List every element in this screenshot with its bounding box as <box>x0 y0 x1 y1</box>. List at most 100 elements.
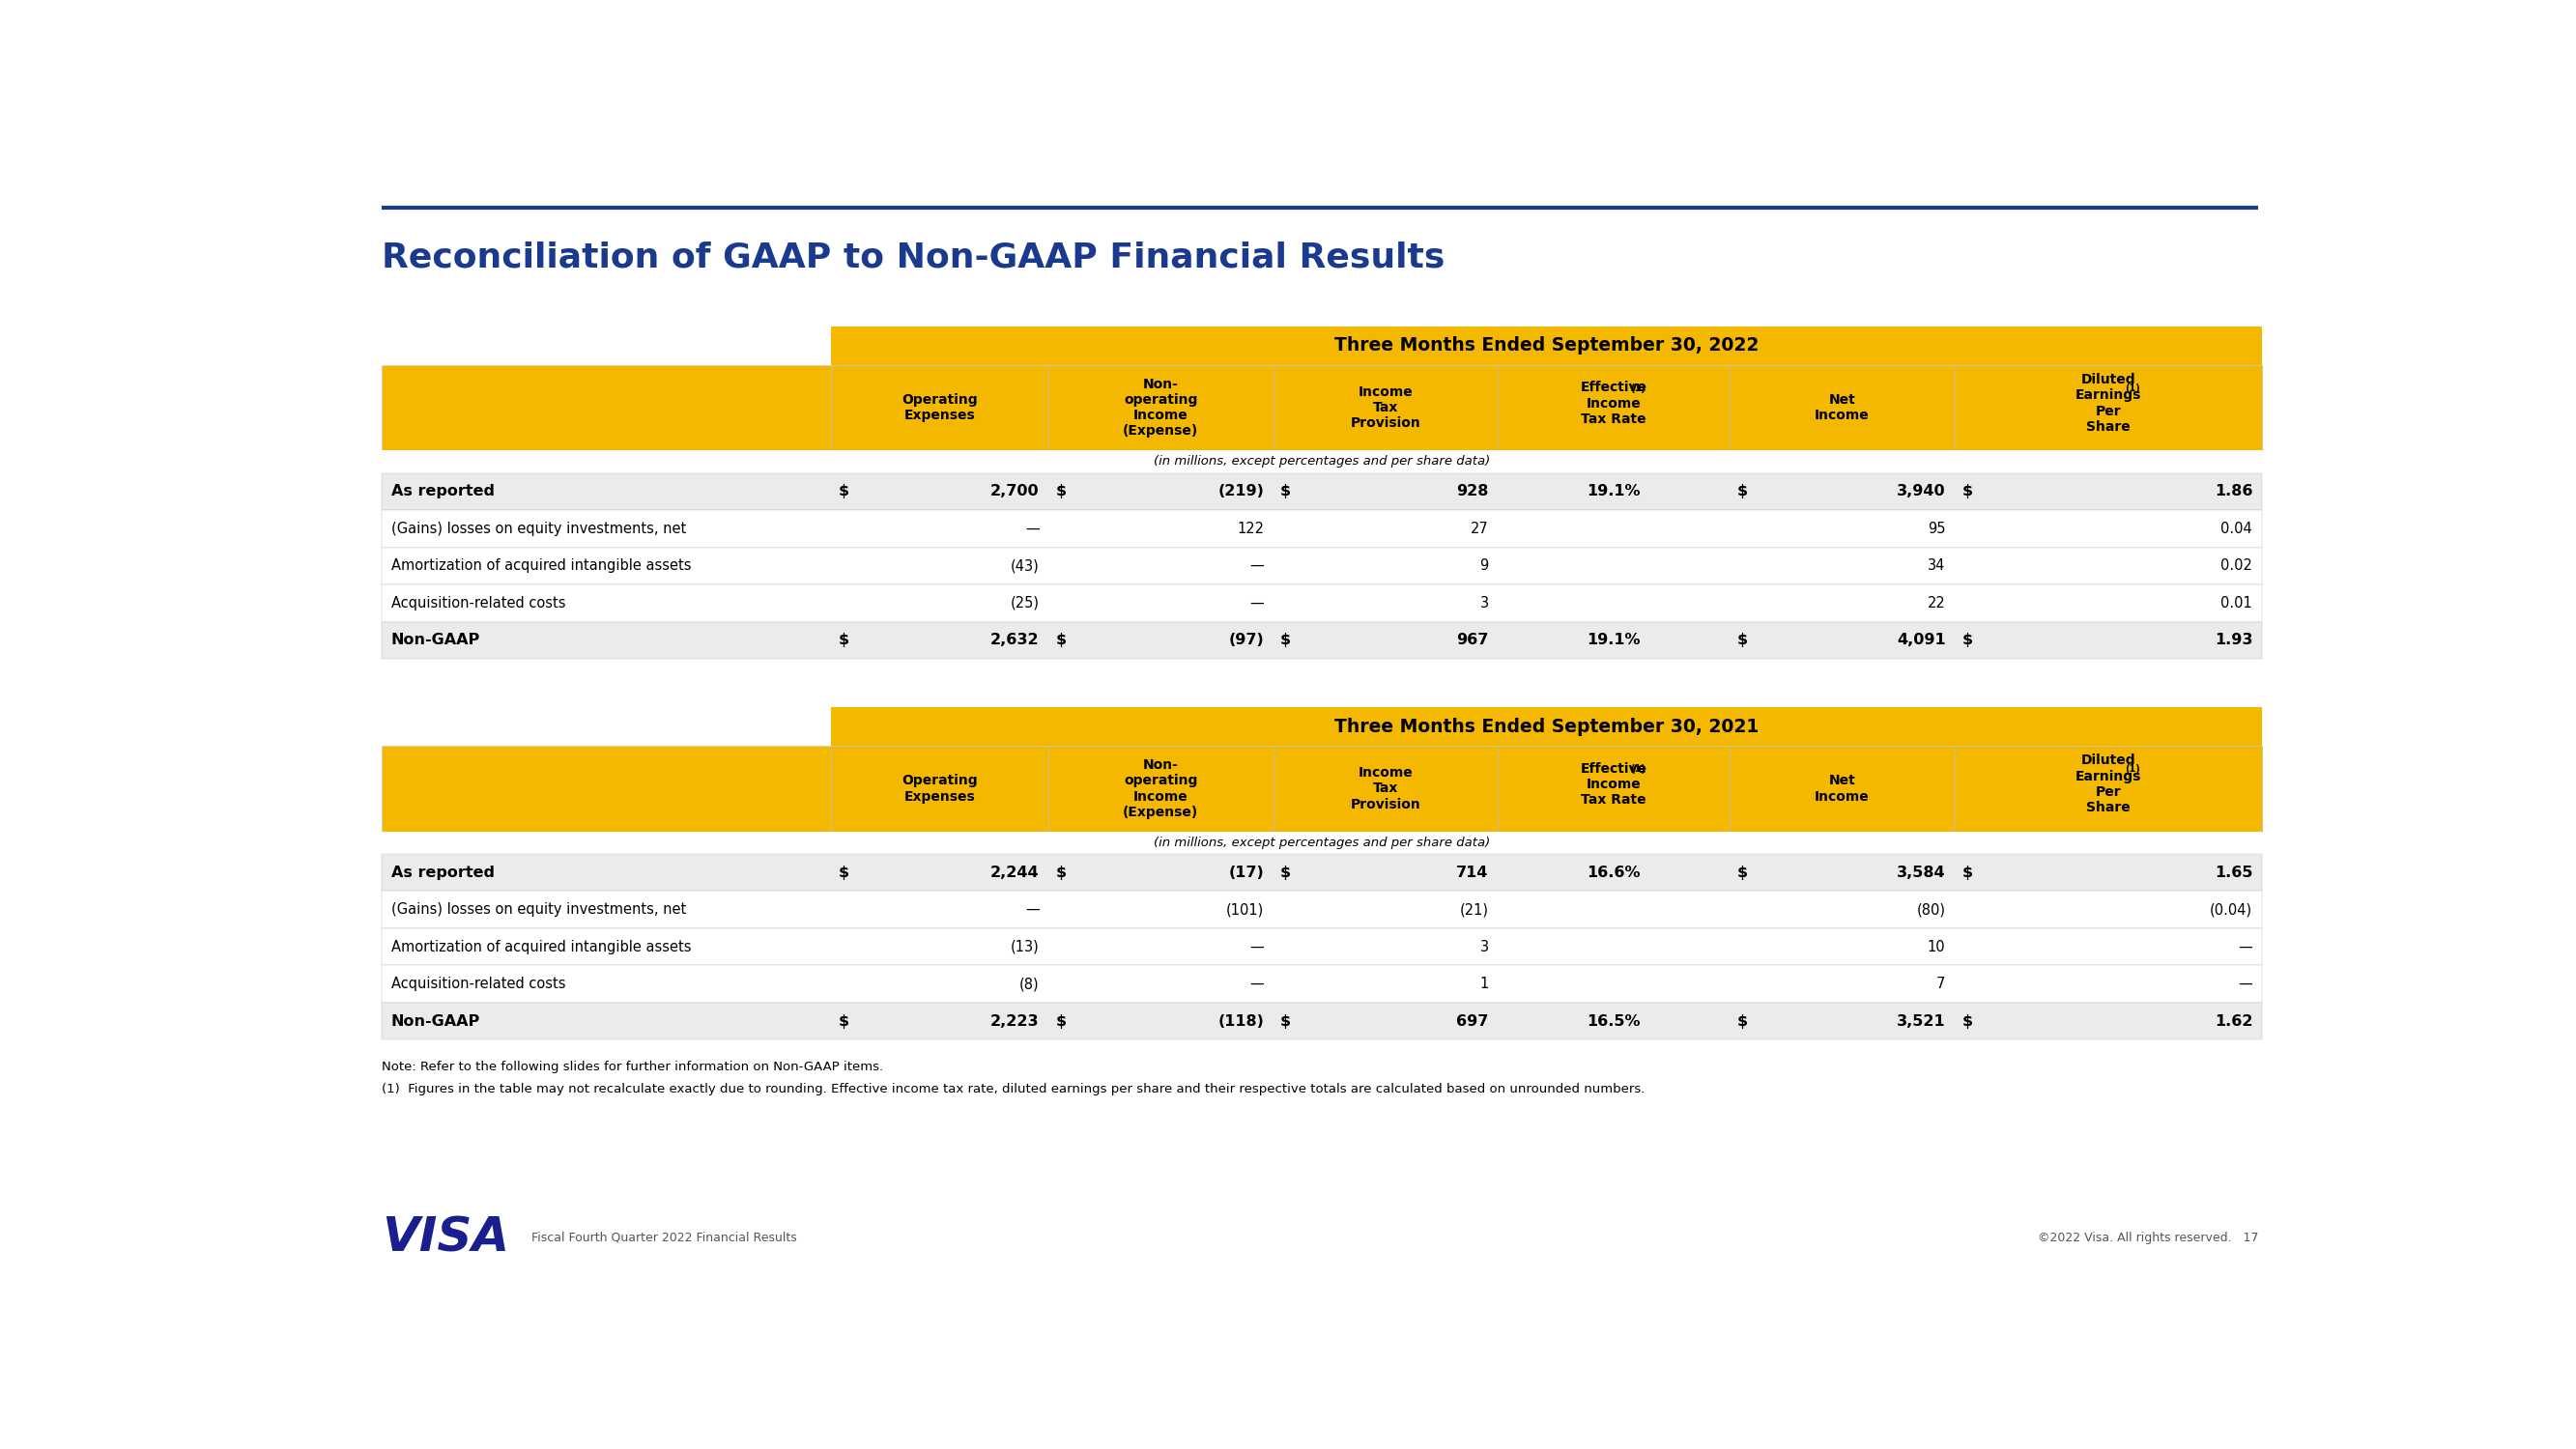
Text: Diluted
Earnings
Per
Share: Diluted Earnings Per Share <box>2074 372 2141 433</box>
Text: $: $ <box>840 633 850 648</box>
Text: $: $ <box>1280 633 1291 648</box>
Text: 2,700: 2,700 <box>989 484 1038 498</box>
Text: (1)  Figures in the table may not recalculate exactly due to rounding. Effective: (1) Figures in the table may not recalcu… <box>381 1082 1646 1095</box>
Text: (1): (1) <box>1631 384 1646 393</box>
Text: $: $ <box>1963 484 1973 498</box>
Text: VISA: VISA <box>381 1214 510 1261</box>
Text: 34: 34 <box>1927 559 1945 574</box>
Text: Operating
Expenses: Operating Expenses <box>902 393 979 423</box>
Bar <box>1731 365 1955 451</box>
Text: 19.1%: 19.1% <box>1587 484 1641 498</box>
Text: $: $ <box>1056 484 1066 498</box>
Text: $: $ <box>1280 865 1291 880</box>
Text: $: $ <box>1963 1014 1973 1029</box>
Text: 1.65: 1.65 <box>2215 865 2251 880</box>
Bar <box>381 746 832 832</box>
Bar <box>832 707 2262 746</box>
Text: Net
Income: Net Income <box>1814 393 1870 423</box>
Text: 967: 967 <box>1455 633 1489 648</box>
Text: (1): (1) <box>2125 384 2141 393</box>
Text: 0.04: 0.04 <box>2221 522 2251 536</box>
Text: —: — <box>1025 522 1038 536</box>
Text: $: $ <box>840 865 850 880</box>
Text: Non-GAAP: Non-GAAP <box>392 633 479 648</box>
Bar <box>1048 746 1273 832</box>
Text: 1: 1 <box>1479 977 1489 991</box>
Text: Non-
operating
Income
(Expense): Non- operating Income (Expense) <box>1123 758 1198 819</box>
Text: Three Months Ended September 30, 2021: Three Months Ended September 30, 2021 <box>1334 717 1759 736</box>
Bar <box>1273 365 1497 451</box>
Text: 10: 10 <box>1927 939 1945 953</box>
Text: 3,584: 3,584 <box>1896 865 1945 880</box>
Text: $: $ <box>840 484 850 498</box>
Bar <box>381 510 2262 548</box>
Text: Non-
operating
Income
(Expense): Non- operating Income (Expense) <box>1123 378 1198 438</box>
Text: (1): (1) <box>2125 764 2141 774</box>
Text: As reported: As reported <box>392 484 495 498</box>
Bar <box>381 891 2262 929</box>
Text: Income
Tax
Provision: Income Tax Provision <box>1350 385 1419 430</box>
Text: Diluted
Earnings
Per
Share: Diluted Earnings Per Share <box>2074 753 2141 814</box>
Text: Non-GAAP: Non-GAAP <box>392 1014 479 1029</box>
Text: 928: 928 <box>1455 484 1489 498</box>
Bar <box>832 746 1048 832</box>
Text: —: — <box>1249 596 1265 610</box>
Text: 2,223: 2,223 <box>989 1014 1038 1029</box>
Text: 0.02: 0.02 <box>2221 559 2251 574</box>
Text: 3,940: 3,940 <box>1896 484 1945 498</box>
Bar <box>832 365 1048 451</box>
Text: —: — <box>1249 939 1265 953</box>
Bar <box>381 451 2262 472</box>
Text: Note: Refer to the following slides for further information on Non-GAAP items.: Note: Refer to the following slides for … <box>381 1061 884 1074</box>
Bar <box>381 622 2262 659</box>
Bar <box>1497 365 1731 451</box>
Text: Reconciliation of GAAP to Non-GAAP Financial Results: Reconciliation of GAAP to Non-GAAP Finan… <box>381 241 1445 274</box>
Text: Acquisition-related costs: Acquisition-related costs <box>392 977 564 991</box>
Bar <box>381 853 2262 891</box>
Text: 3,521: 3,521 <box>1896 1014 1945 1029</box>
Text: (Gains) losses on equity investments, net: (Gains) losses on equity investments, ne… <box>392 903 685 917</box>
Text: 697: 697 <box>1455 1014 1489 1029</box>
Text: (25): (25) <box>1010 596 1038 610</box>
Text: $: $ <box>1056 633 1066 648</box>
Text: 122: 122 <box>1236 522 1265 536</box>
Text: Amortization of acquired intangible assets: Amortization of acquired intangible asse… <box>392 939 690 953</box>
Text: 2,632: 2,632 <box>989 633 1038 648</box>
Text: 9: 9 <box>1479 559 1489 574</box>
Text: —: — <box>2239 977 2251 991</box>
Text: $: $ <box>1736 865 1749 880</box>
Bar <box>381 584 2262 622</box>
Text: 1.62: 1.62 <box>2215 1014 2251 1029</box>
Bar <box>381 1003 2262 1040</box>
Bar <box>1731 746 1955 832</box>
Bar <box>1955 746 2262 832</box>
Text: (in millions, except percentages and per share data): (in millions, except percentages and per… <box>1154 455 1489 468</box>
Bar <box>381 548 2262 584</box>
Text: (8): (8) <box>1020 977 1038 991</box>
Bar <box>381 832 2262 853</box>
Text: (80): (80) <box>1917 903 1945 917</box>
Bar <box>1048 365 1273 451</box>
Text: (118): (118) <box>1218 1014 1265 1029</box>
Text: 16.6%: 16.6% <box>1587 865 1641 880</box>
Text: —: — <box>1249 977 1265 991</box>
Text: Income
Tax
Provision: Income Tax Provision <box>1350 767 1419 811</box>
Text: (13): (13) <box>1010 939 1038 953</box>
Text: $: $ <box>1963 865 1973 880</box>
Text: 27: 27 <box>1471 522 1489 536</box>
Bar <box>1273 746 1497 832</box>
Text: Fiscal Fourth Quarter 2022 Financial Results: Fiscal Fourth Quarter 2022 Financial Res… <box>531 1232 796 1243</box>
Bar <box>1955 365 2262 451</box>
Text: 1.86: 1.86 <box>2215 484 2251 498</box>
Text: Acquisition-related costs: Acquisition-related costs <box>392 596 564 610</box>
Text: Three Months Ended September 30, 2022: Three Months Ended September 30, 2022 <box>1334 336 1759 355</box>
Text: (21): (21) <box>1461 903 1489 917</box>
Text: $: $ <box>1736 633 1749 648</box>
Text: $: $ <box>1280 484 1291 498</box>
Bar <box>381 365 832 451</box>
Text: $: $ <box>1736 484 1749 498</box>
Text: 2,244: 2,244 <box>989 865 1038 880</box>
Text: (101): (101) <box>1226 903 1265 917</box>
Text: ©2022 Visa. All rights reserved.   17: ©2022 Visa. All rights reserved. 17 <box>2038 1232 2259 1243</box>
Bar <box>381 929 2262 965</box>
